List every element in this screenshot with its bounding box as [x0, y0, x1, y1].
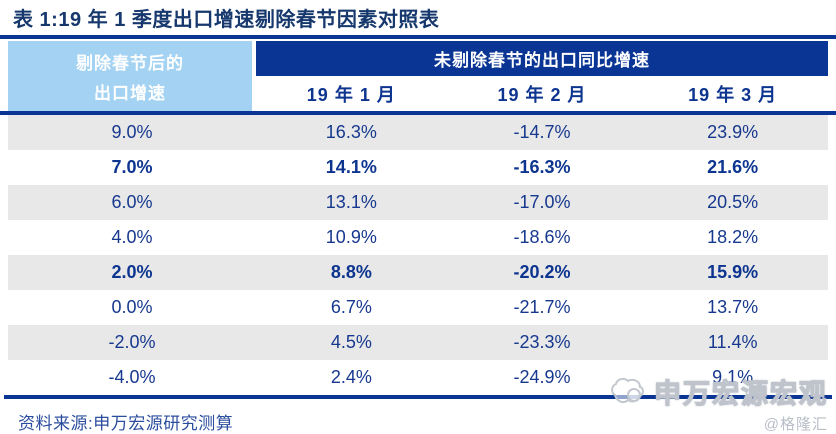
table-row: 2.0% 8.8% -20.2% 15.9%	[8, 255, 828, 290]
cell-feb: -20.2%	[513, 262, 571, 282]
title-underline	[0, 35, 836, 39]
cell-jan: 8.8%	[330, 262, 372, 282]
header-month-mar: 19 年 3 月	[688, 84, 778, 105]
cell-feb: -21.7%	[513, 297, 571, 317]
cell-jan: 13.1%	[325, 192, 377, 212]
cell-jan: 4.5%	[330, 332, 372, 352]
watermark-brand-row: 申万宏源宏观	[609, 372, 828, 411]
cell-feb: -16.3%	[513, 157, 571, 177]
table-bottom-rule	[4, 395, 832, 399]
cell-jan: 2.4%	[330, 367, 372, 387]
cell-feb: -14.7%	[513, 122, 571, 142]
cell-feb: -23.3%	[513, 332, 571, 352]
table-header: 剔除春节后的 出口增速 未剔除春节的出口同比增速 19 年 1 月 19 年 2…	[8, 41, 828, 111]
header-adjusted-growth-line2: 出口增速	[94, 83, 166, 103]
table-row: -2.0% 4.5% -23.3% 11.4%	[8, 325, 828, 360]
table-row: 6.0% 13.1% -17.0% 20.5%	[8, 185, 828, 220]
watermark: 申万宏源宏观 @格隆汇	[609, 372, 828, 434]
cell-mar: 20.5%	[707, 192, 759, 212]
cell-mar: 21.6%	[707, 157, 759, 177]
cell-jan: 6.7%	[330, 297, 372, 317]
header-separator-rule	[0, 111, 836, 115]
table-row: 4.0% 10.9% -18.6% 18.2%	[8, 220, 828, 255]
cell-adjusted-growth: 0.0%	[111, 297, 153, 317]
cell-jan: 10.9%	[325, 227, 377, 247]
watermark-brand: 申万宏源宏观	[653, 378, 828, 409]
header-adjusted-growth-line1: 剔除春节后的	[76, 53, 184, 73]
cell-adjusted-growth: -2.0%	[108, 332, 156, 352]
table-row: -4.0% 2.4% -24.9% 9.1%	[8, 360, 828, 395]
cell-mar: 11.4%	[707, 332, 758, 352]
page-title: 表 1:19 年 1 季度出口增速剔除春节因素对照表	[13, 9, 440, 31]
cell-jan: 16.3%	[325, 122, 377, 142]
cell-mar: 18.2%	[707, 227, 759, 247]
cell-mar: 9.1%	[712, 367, 754, 387]
cell-adjusted-growth: 2.0%	[111, 262, 153, 282]
cell-adjusted-growth: 6.0%	[111, 192, 153, 212]
cell-feb: -24.9%	[513, 367, 571, 387]
header-adjusted-growth: 剔除春节后的 出口增速	[8, 41, 252, 111]
header-month-row: 19 年 1 月 19 年 2 月 19 年 3 月	[256, 76, 828, 111]
cell-jan: 14.1%	[325, 157, 377, 177]
header-month-jan: 19 年 1 月	[306, 84, 396, 105]
cell-feb: -18.6%	[513, 227, 571, 247]
table-row: 9.0% 16.3% -14.7% 23.9%	[8, 115, 828, 150]
header-unadjusted-section: 未剔除春节的出口同比增速 19 年 1 月 19 年 2 月 19 年 3 月	[256, 41, 828, 111]
source-note: 资料来源:申万宏源研究测算	[18, 414, 234, 433]
watermark-handle: @格隆汇	[763, 416, 828, 433]
swhy-logo-icon	[611, 377, 644, 403]
cell-mar: 15.9%	[707, 262, 759, 282]
table-body: 9.0% 16.3% -14.7% 23.9% 7.0% 14.1% -16.3% 21.6%…	[8, 115, 828, 395]
table-row: 0.0% 6.7% -21.7% 13.7%	[8, 290, 828, 325]
header-group-unadjusted: 未剔除春节的出口同比增速	[256, 41, 828, 76]
cell-feb: -17.0%	[513, 192, 571, 212]
cell-mar: 23.9%	[707, 122, 759, 142]
cell-mar: 13.7%	[707, 297, 759, 317]
cell-adjusted-growth: 7.0%	[111, 157, 153, 177]
header-month-feb: 19 年 2 月	[497, 84, 587, 105]
table-row: 7.0% 14.1% -16.3% 21.6%	[8, 150, 828, 185]
cell-adjusted-growth: -4.0%	[108, 367, 156, 387]
cell-adjusted-growth: 4.0%	[111, 227, 153, 247]
cell-adjusted-growth: 9.0%	[111, 122, 153, 142]
